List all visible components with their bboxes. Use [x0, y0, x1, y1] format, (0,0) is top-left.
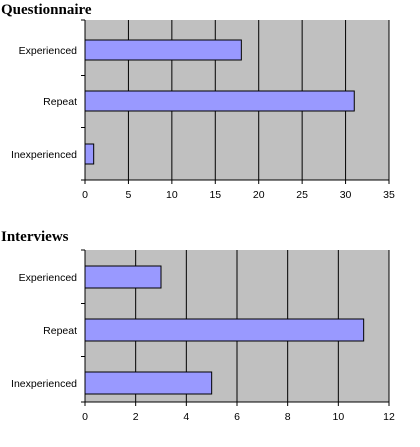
- bar-1-1: [84, 318, 365, 342]
- bar-0-0: [84, 39, 242, 61]
- category-label-1-1: Repeat: [43, 325, 77, 337]
- bar-1-0: [84, 265, 162, 289]
- x-tick-label-1-2: 4: [183, 411, 189, 423]
- category-label-0-0: Experienced: [19, 45, 78, 57]
- x-tick-label-0-3: 15: [209, 189, 221, 201]
- x-tick-label-0-7: 35: [383, 189, 395, 201]
- x-tick-label-0-2: 10: [166, 189, 178, 201]
- x-tick-label-1-6: 12: [383, 411, 395, 423]
- x-tick-label-0-6: 30: [340, 189, 352, 201]
- x-tick-label-0-0: 0: [82, 189, 88, 201]
- category-label-1-0: Experienced: [19, 272, 78, 284]
- bar-0-1: [84, 90, 355, 112]
- category-label-1-2: Inexperienced: [11, 378, 77, 390]
- x-tick-label-1-1: 2: [133, 411, 139, 423]
- chart-title-questionnaire: Questionnaire: [1, 2, 92, 18]
- chart-title-interviews: Interviews: [1, 229, 69, 245]
- x-tick-label-1-0: 0: [82, 411, 88, 423]
- bar-1-2: [84, 371, 213, 395]
- bar-0-2: [84, 143, 95, 165]
- category-label-0-1: Repeat: [43, 96, 77, 108]
- x-tick-label-0-4: 20: [253, 189, 265, 201]
- x-tick-label-0-1: 5: [126, 189, 132, 201]
- x-tick-label-0-5: 25: [296, 189, 308, 201]
- x-tick-label-1-4: 8: [285, 411, 291, 423]
- x-tick-label-1-5: 10: [332, 411, 344, 423]
- category-label-0-2: Inexperienced: [11, 149, 77, 161]
- x-tick-label-1-3: 6: [234, 411, 240, 423]
